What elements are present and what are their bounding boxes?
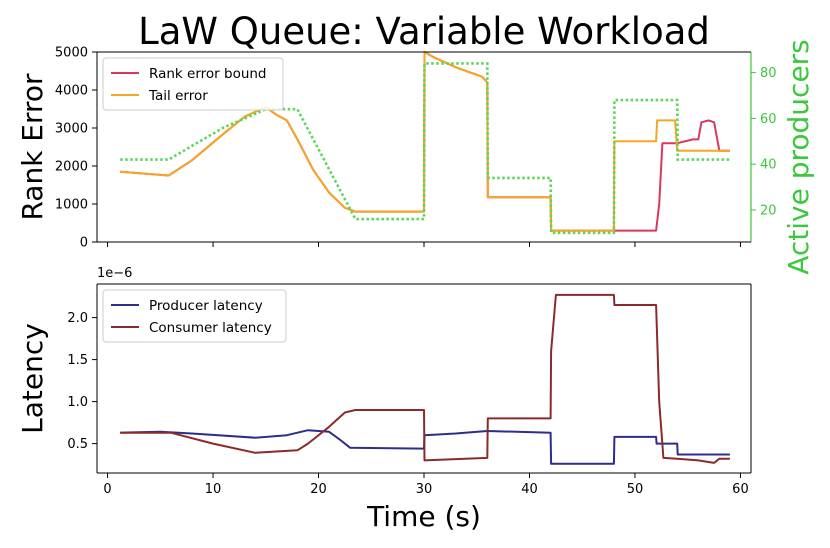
secondary-y-tick-label-1: 40 xyxy=(760,158,777,173)
series-line-1-1 xyxy=(120,293,730,464)
legend-box-1 xyxy=(102,289,287,343)
secondary-series-line-0-0 xyxy=(120,62,730,235)
x-tick-label-2: 20 xyxy=(310,482,327,497)
secondary-y-axis-title: Active producers xyxy=(782,39,815,275)
y-tick-label-1-1: 1.0 xyxy=(67,395,88,410)
secondary-y-tick-label-3: 80 xyxy=(760,66,777,81)
secondary-y-tick-label-0: 20 xyxy=(760,203,777,218)
y-offset-text: 1e−6 xyxy=(97,266,132,281)
x-tick-label-5: 50 xyxy=(627,482,644,497)
x-tick-label-4: 40 xyxy=(521,482,538,497)
x-tick-label-6: 60 xyxy=(732,482,749,497)
y-tick-label-0-2: 2000 xyxy=(55,160,88,175)
legend-label-0-0: Rank error bound xyxy=(149,66,267,82)
x-tick-label-3: 30 xyxy=(416,482,433,497)
chart-title: LaW Queue: Variable Workload xyxy=(138,10,710,53)
x-tick-label-0: 0 xyxy=(103,482,111,497)
y-axis-title-1: Latency xyxy=(16,323,49,434)
series-line-1-0 xyxy=(120,429,730,465)
x-tick-label-1: 10 xyxy=(205,482,222,497)
legend-box-0 xyxy=(102,57,284,111)
y-tick-label-0-1: 1000 xyxy=(55,198,88,213)
y-axis-title-0: Rank Error xyxy=(16,73,49,221)
secondary-y-tick-label-2: 60 xyxy=(760,112,777,127)
legend-label-1-0: Producer latency xyxy=(149,298,263,314)
y-tick-label-0-0: 0 xyxy=(80,236,88,251)
y-tick-label-0-4: 4000 xyxy=(55,84,88,99)
y-tick-label-1-3: 2.0 xyxy=(67,311,88,326)
y-tick-label-0-5: 5000 xyxy=(55,46,88,61)
legend-label-0-1: Tail error xyxy=(148,88,208,104)
y-tick-label-1-2: 1.5 xyxy=(67,353,88,368)
y-tick-label-1-0: 0.5 xyxy=(67,437,88,452)
x-axis-title: Time (s) xyxy=(366,500,481,533)
legend-label-1-1: Consumer latency xyxy=(149,320,272,336)
y-tick-label-0-3: 3000 xyxy=(55,122,88,137)
